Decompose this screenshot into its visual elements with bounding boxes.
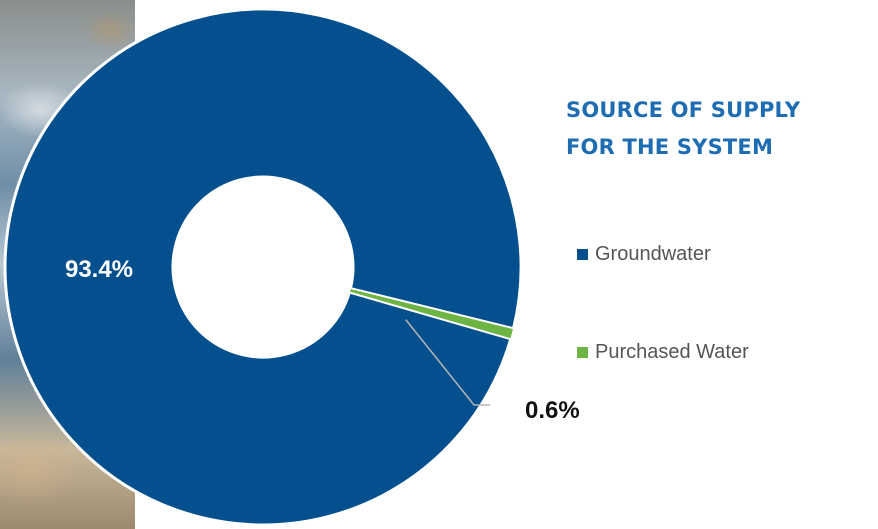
legend-label-purchased-water: Purchased Water xyxy=(595,341,749,363)
legend-swatch-groundwater xyxy=(577,249,588,260)
slice-purchased-water xyxy=(348,287,515,340)
chart-title-line-2: FOR THE SYSTEM xyxy=(566,135,774,159)
slice-groundwater xyxy=(3,7,523,527)
data-label-purchased-water: 0.6% xyxy=(525,397,580,424)
legend-item-purchased-water: Purchased Water xyxy=(577,341,749,364)
chart-title-line-1: SOURCE OF SUPPLY xyxy=(566,98,801,122)
data-label-groundwater: 93.4% xyxy=(65,256,133,283)
legend-label-groundwater: Groundwater xyxy=(595,243,711,265)
legend-swatch-purchased-water xyxy=(577,347,588,358)
leader-line-purchased-water xyxy=(405,319,490,406)
legend-item-groundwater: Groundwater xyxy=(577,243,711,266)
